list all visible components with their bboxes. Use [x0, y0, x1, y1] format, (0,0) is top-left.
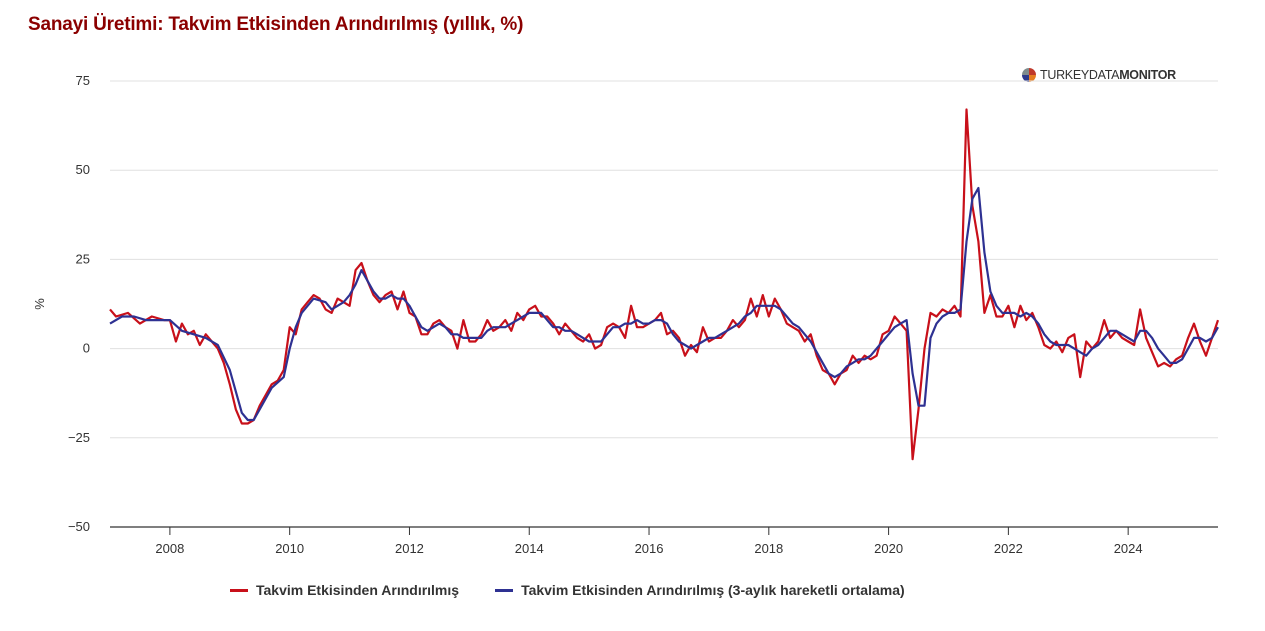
y-tick-label: 0 [83, 341, 90, 356]
grid-lines [110, 80, 1218, 528]
logo-text-thin: TURKEYDATA [1040, 68, 1120, 82]
legend-swatch-series-1 [230, 588, 248, 592]
turkeydatamonitor-logo: TURKEYDATAMONITOR [1022, 68, 1176, 82]
y-axis-ticks: 75 50 25 0 −25 −50 [68, 73, 90, 534]
legend-swatch-series-2 [495, 588, 514, 592]
y-tick-label: −50 [68, 519, 90, 534]
y-axis-label: % [32, 298, 47, 310]
y-tick-label: 75 [76, 73, 90, 88]
chart-title: Sanayi Üretimi: Takvim Etkisinden Arındı… [28, 14, 524, 35]
logo-globe-icon [1022, 68, 1036, 82]
x-tick-label: 2024 [1114, 541, 1143, 556]
x-tick-label: 2020 [874, 541, 903, 556]
y-tick-label: 25 [76, 251, 90, 266]
x-tick-label: 2018 [754, 541, 783, 556]
legend-label-series-1: Takvim Etkisinden Arındırılmış [256, 582, 460, 598]
series-lines [109, 108, 1220, 461]
legend: Takvim Etkisinden Arındırılmış Takvim Et… [230, 582, 905, 598]
x-tick-label: 2010 [275, 541, 304, 556]
legend-item-series-2[interactable]: Takvim Etkisinden Arındırılmış (3-aylık … [495, 582, 905, 598]
series-line-2 [109, 186, 1219, 422]
x-tick-label: 2016 [635, 541, 664, 556]
legend-item-series-1[interactable]: Takvim Etkisinden Arındırılmış [230, 582, 459, 598]
y-tick-label: 50 [76, 162, 90, 177]
x-tick-label: 2014 [515, 541, 544, 556]
x-axis-ticks: 2008 2010 2012 2014 2016 2018 2020 2022 2024 [155, 527, 1143, 556]
legend-label-series-2: Takvim Etkisinden Arındırılmış (3-aylık … [521, 582, 905, 598]
logo-text-bold: MONITOR [1119, 68, 1176, 82]
x-tick-label: 2008 [155, 541, 184, 556]
series-line-1 [109, 108, 1220, 461]
y-tick-label: −25 [68, 430, 90, 445]
x-tick-label: 2022 [994, 541, 1023, 556]
x-tick-label: 2012 [395, 541, 424, 556]
